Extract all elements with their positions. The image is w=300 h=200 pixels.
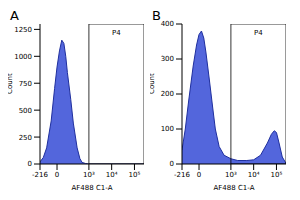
svg-text:10⁵: 10⁵ <box>129 171 141 179</box>
svg-text:Count: Count <box>150 73 156 94</box>
svg-text:0: 0 <box>28 160 32 168</box>
svg-text:0: 0 <box>170 160 174 168</box>
svg-text:-216: -216 <box>32 171 48 179</box>
svg-text:250: 250 <box>19 134 32 142</box>
html-text:B: B <box>152 8 161 23</box>
svg-text:1250: 1250 <box>14 26 32 34</box>
svg-text:400: 400 <box>161 20 174 28</box>
svg-text:Count: Count <box>8 73 14 94</box>
svg-text:AF488 C1-A: AF488 C1-A <box>214 184 255 192</box>
svg-text:500: 500 <box>19 107 32 115</box>
svg-text:0: 0 <box>197 171 201 179</box>
svg-text:10⁴: 10⁴ <box>106 171 118 179</box>
svg-text:1000: 1000 <box>14 53 32 61</box>
svg-text:10⁵: 10⁵ <box>271 171 283 179</box>
svg-text:10³: 10³ <box>225 171 237 179</box>
svg-text:750: 750 <box>19 80 32 88</box>
svg-text:100: 100 <box>161 125 174 133</box>
svg-text:AF488 C1-A: AF488 C1-A <box>72 184 113 192</box>
svg-text:-216: -216 <box>174 171 190 179</box>
svg-text:10⁴: 10⁴ <box>248 171 260 179</box>
html-text:A: A <box>10 8 19 23</box>
svg-text:200: 200 <box>161 90 174 98</box>
svg-text:0: 0 <box>55 171 59 179</box>
svg-text:P4: P4 <box>112 29 121 37</box>
svg-text:300: 300 <box>161 55 174 63</box>
svg-text:P4: P4 <box>254 29 263 37</box>
svg-text:10³: 10³ <box>83 171 95 179</box>
